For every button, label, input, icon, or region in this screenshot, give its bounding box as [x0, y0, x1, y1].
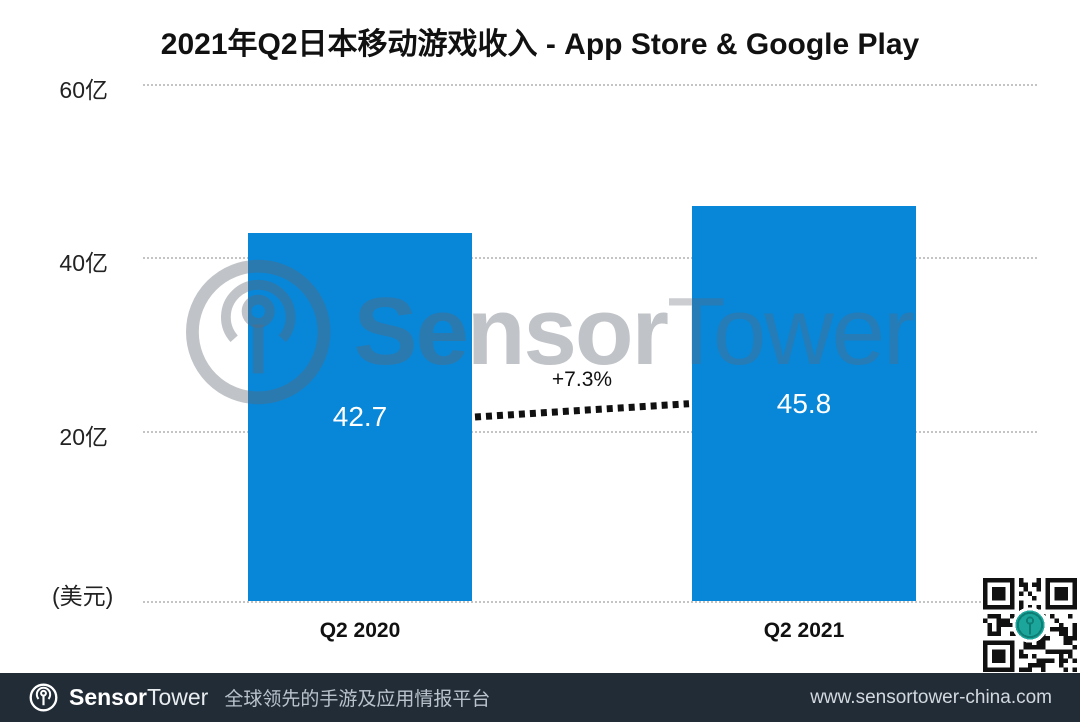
- xlabel-q2-2020: Q2 2020: [319, 619, 401, 642]
- footer-sensortower-logo-icon: [29, 683, 58, 712]
- footer-bar: SensorTower 全球领先的手游及应用情报平台 www.sensortow…: [0, 673, 1080, 722]
- growth-annotation: +7.3%: [551, 368, 613, 391]
- bar-value-q2-2021: 45.8: [776, 387, 832, 419]
- bar-q2-2021: 45.8: [692, 206, 916, 601]
- footer-tagline: 全球领先的手游及应用情报平台: [224, 689, 491, 710]
- y-axis-unit-label: (美元): [52, 583, 114, 609]
- bar-value-q2-2020: 42.7: [332, 401, 388, 433]
- gridline-60: [143, 84, 1037, 86]
- chart-title: 2021年Q2日本移动游戏收入 - App Store & Google Pla…: [160, 28, 920, 61]
- gridline-40: [143, 257, 1037, 259]
- xlabel-q2-2021: Q2 2021: [763, 619, 845, 642]
- bar-q2-2020: 42.7: [248, 233, 472, 601]
- ytick-40: 40亿: [59, 250, 108, 276]
- gridline-0: [143, 601, 1037, 603]
- ytick-60: 60亿: [59, 77, 108, 103]
- footer-url: www.sensortower-china.com: [810, 686, 1052, 708]
- footer-brand-text: SensorTower: [69, 684, 209, 710]
- gridline-20: [143, 431, 1037, 433]
- qr-code: [983, 578, 1077, 672]
- ytick-20: 20亿: [59, 424, 108, 450]
